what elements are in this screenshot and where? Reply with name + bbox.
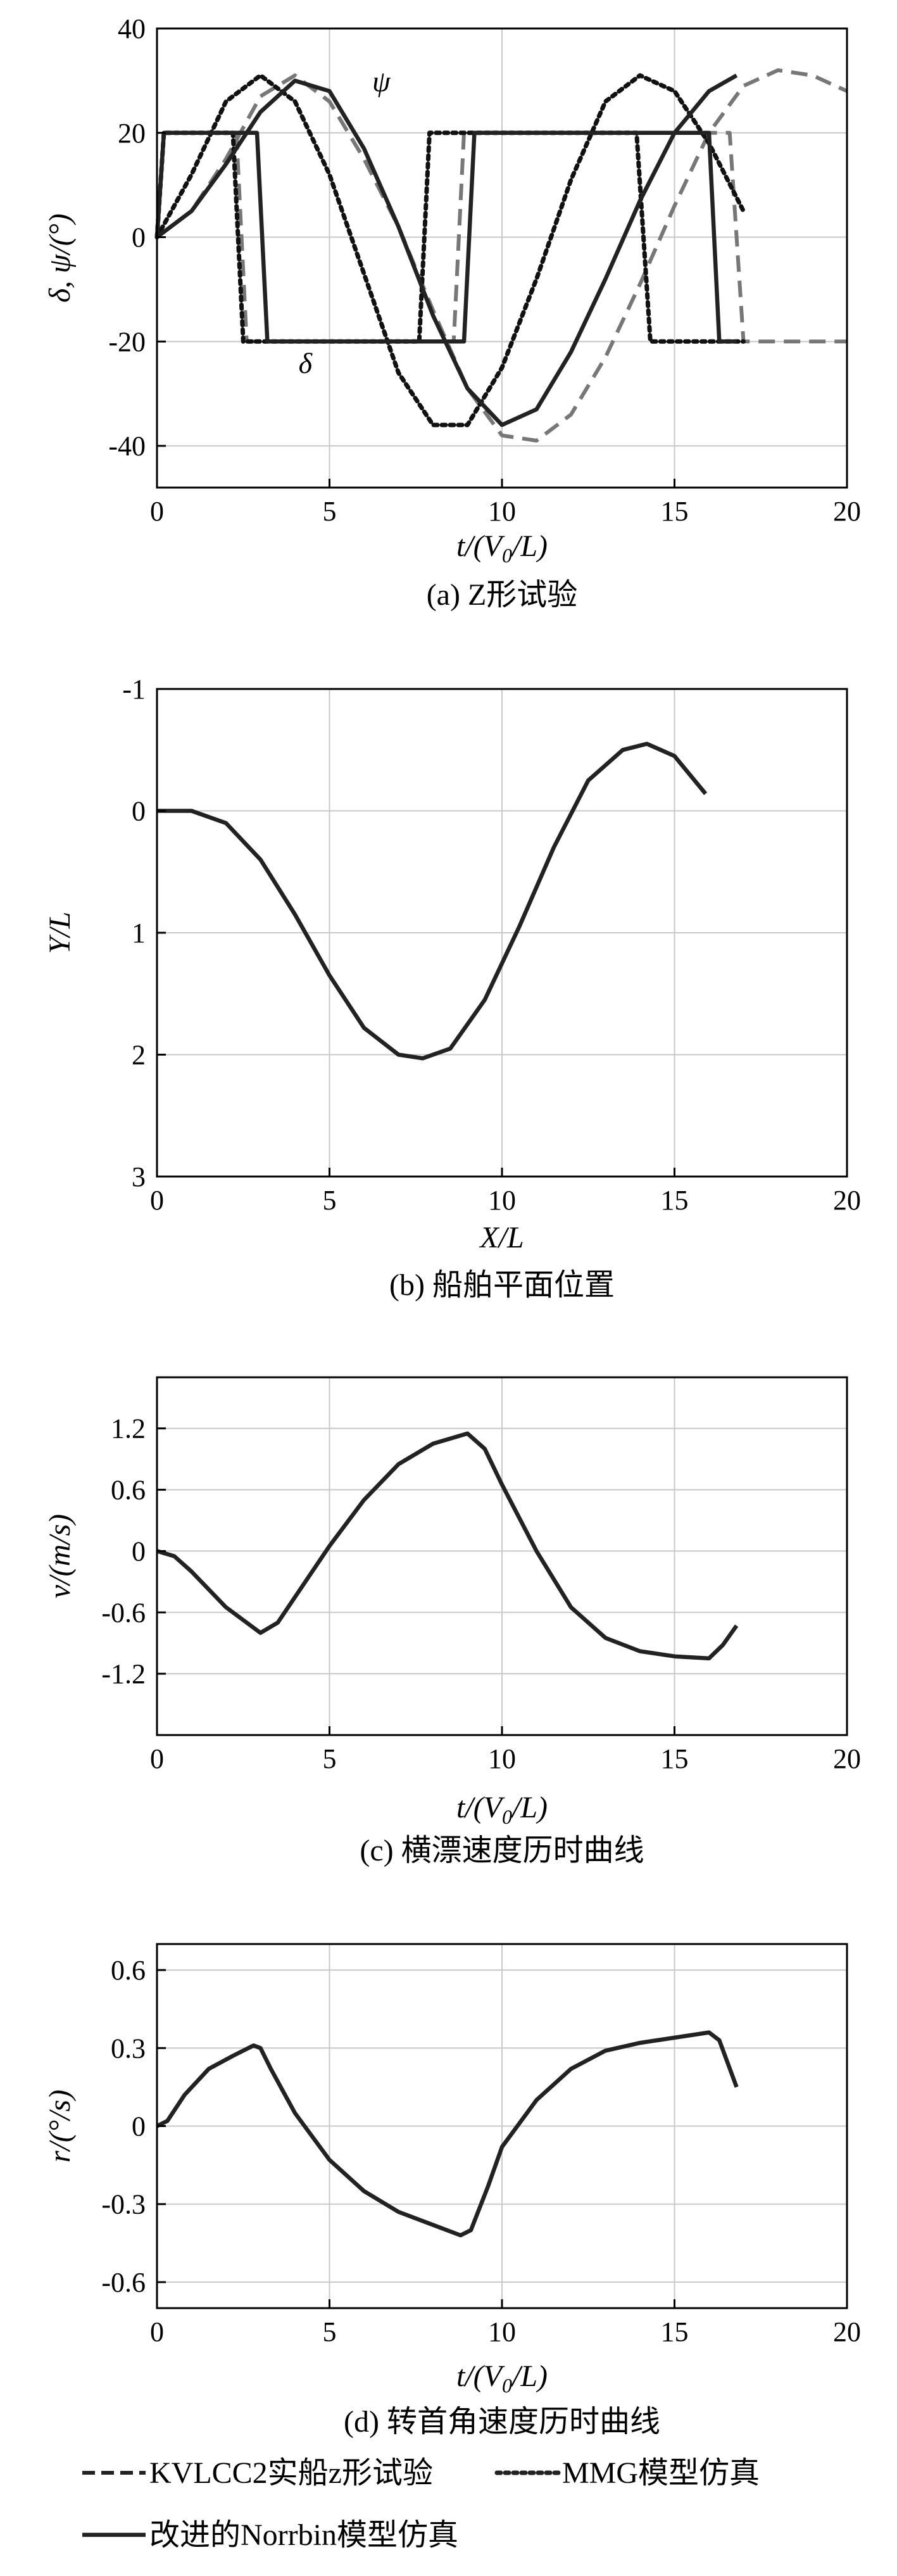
y-tick-label: 0	[132, 222, 146, 253]
y-tick-label: -1.2	[101, 1658, 146, 1689]
y-tick-label: -20	[108, 326, 146, 357]
y-tick-label: 40	[118, 13, 146, 44]
y-tick-label: 20	[118, 118, 146, 149]
y-axis-label: δ, ψ/(°)	[43, 213, 77, 303]
x-tick-label: 5	[323, 2316, 337, 2347]
x-tick-label: 0	[150, 2316, 164, 2347]
series-norrbin-delta-line	[154, 130, 737, 344]
series-norrbin-line	[157, 742, 708, 1061]
y-tick-label: -1	[122, 674, 146, 705]
x-tick-label: 0	[150, 1743, 164, 1774]
panel-caption: (c) 横漂速度历时曲线	[360, 1834, 644, 1867]
y-tick-label: 0	[132, 2111, 146, 2142]
x-tick-label: 20	[833, 496, 861, 527]
y-tick-label: 0	[132, 796, 146, 827]
legend-label-mmg: MMG模型仿真	[562, 2456, 760, 2490]
x-tick-label: 0	[150, 496, 164, 527]
series-kvlcc2-psi-line	[156, 68, 848, 443]
x-tick-label: 20	[833, 1185, 861, 1216]
y-tick-label: 1.2	[111, 1413, 146, 1444]
x-axis-label: t/(V0/L)	[456, 1791, 548, 1828]
x-tick-label: 10	[488, 2316, 516, 2347]
x-tick-label: 15	[661, 1185, 689, 1216]
panel-4: 0 5 10 15 20 0.6 0.3 0 -0.3 -0.6 t/(V0/L) r/(°/s) (d…	[43, 1943, 861, 2439]
y-tick-label: 2	[132, 1040, 146, 1071]
x-tick-label: 10	[488, 1743, 516, 1774]
series-norrbin-line	[156, 2030, 739, 2238]
y-tick-label: 0.6	[111, 1475, 146, 1506]
y-tick-label: 1	[132, 918, 146, 949]
legend-label-norrbin: 改进的Norrbin模型仿真	[149, 2518, 458, 2552]
x-tick-label: 20	[833, 1743, 861, 1774]
x-tick-label: 5	[323, 1185, 337, 1216]
annotation-label: δ	[299, 347, 313, 379]
x-tick-label: 10	[488, 496, 516, 527]
y-tick-label: 0.3	[111, 2033, 146, 2064]
x-tick-label: 10	[488, 1185, 516, 1216]
x-tick-label: 5	[323, 1743, 337, 1774]
y-tick-label: 0	[132, 1536, 146, 1567]
x-axis-label: t/(V0/L)	[456, 2359, 548, 2397]
panel-3: 0 5 10 15 20 1.2 0.6 0 -0.6 -1.2 t/(V0/L) v/(m/s) (c…	[43, 1376, 861, 1867]
x-tick-label: 5	[323, 496, 337, 527]
y-tick-label: -0.3	[101, 2189, 146, 2220]
y-tick-label: 3	[132, 1161, 146, 1192]
panel-caption: (a) Z形试验	[427, 578, 578, 612]
legend-label-kvlcc2: KVLCC2实船z形试验	[149, 2456, 433, 2490]
x-axis-label: X/L	[479, 1221, 524, 1254]
x-tick-label: 15	[661, 2316, 689, 2347]
panel-caption: (d) 转首角速度历时曲线	[344, 2405, 660, 2439]
y-tick-label: 0.6	[111, 1955, 146, 1986]
x-axis-label: t/(V0/L)	[456, 529, 548, 567]
series-norrbin-psi-line	[156, 73, 738, 427]
x-tick-label: 0	[150, 1185, 164, 1216]
x-tick-label: 15	[661, 1743, 689, 1774]
y-tick-label: -40	[108, 431, 146, 462]
panel-caption: (b) 船舶平面位置	[389, 1268, 615, 1302]
panel-2: 0 5 10 15 20 -1 0 1 2 3 X/L Y/L (b) 船舶平面位置	[43, 674, 861, 1302]
panel-1: 0 5 10 15 20 40 20 0 -20 -40 t/(V0/L) δ, ψ/(°) ψ δ (a)…	[43, 13, 861, 612]
y-tick-label: -0.6	[101, 1597, 146, 1628]
annotation-label: ψ	[372, 65, 391, 98]
y-axis-label: v/(m/s)	[43, 1514, 77, 1598]
x-tick-label: 15	[661, 496, 689, 527]
y-axis-label: r/(°/s)	[43, 2090, 77, 2162]
series-mmg-psi-line	[154, 73, 746, 427]
y-axis-label: Y/L	[43, 912, 77, 954]
series-norrbin-line	[156, 1431, 739, 1661]
x-tick-label: 20	[833, 2316, 861, 2347]
y-tick-label: -0.6	[101, 2267, 146, 2298]
